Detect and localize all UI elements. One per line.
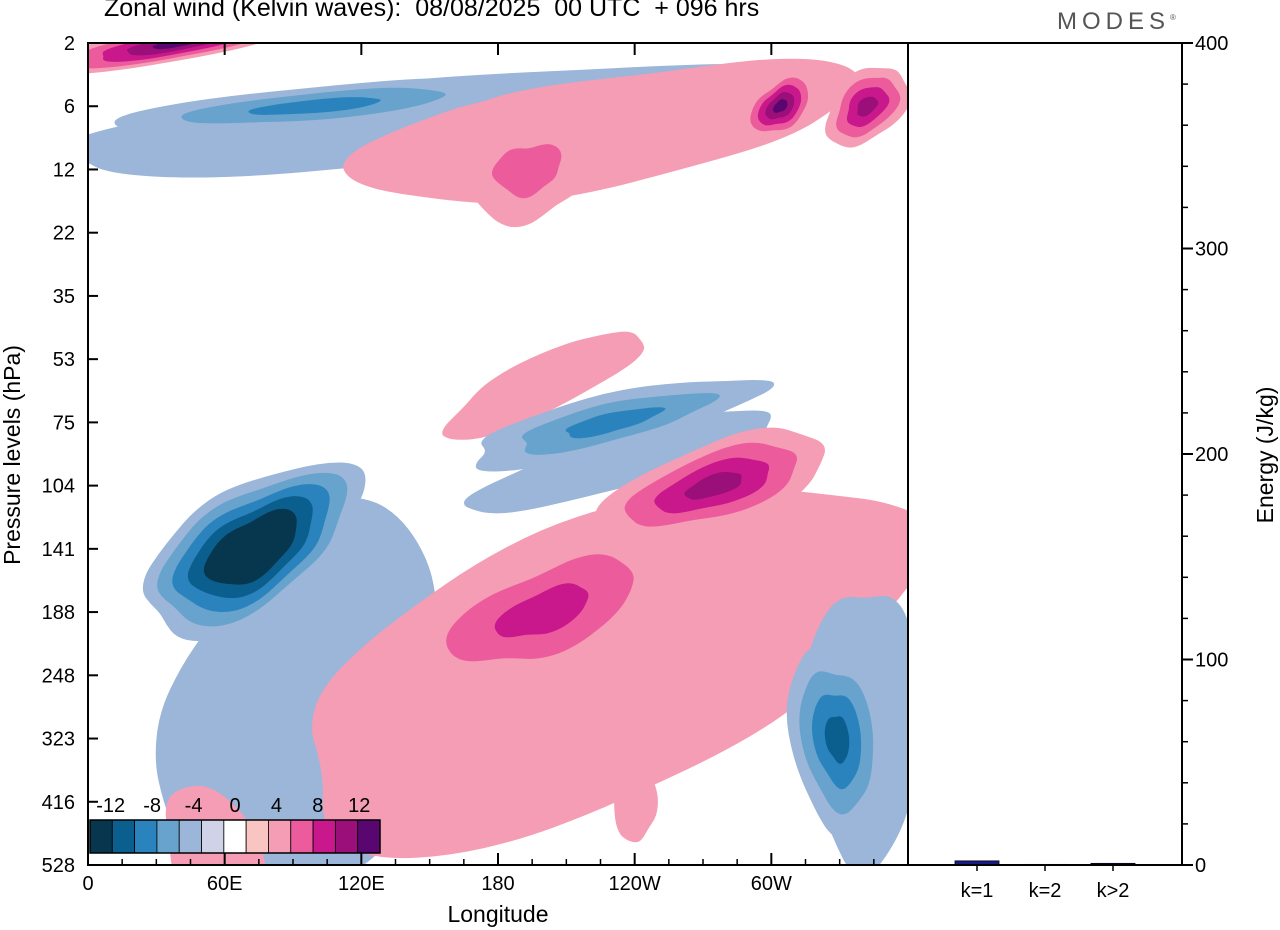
x-tick-label: 120W	[609, 873, 661, 895]
pressure-axis: 2 6 12 22 35 53 75 104 141 188 248 323 416 528	[42, 33, 98, 877]
energy-category-label: k=1	[961, 880, 994, 902]
colorbar-swatch	[357, 819, 381, 854]
y-tick-label: 141	[42, 539, 75, 561]
energy-tick-label: 300	[1195, 239, 1228, 261]
colorbar-swatch	[245, 819, 269, 854]
x-tick-label: 0	[82, 873, 93, 895]
contour-region	[565, 407, 666, 439]
colorbar-swatch	[134, 819, 158, 854]
energy-tick-label: 100	[1195, 650, 1228, 672]
contour-region	[614, 762, 658, 843]
contour-region	[442, 331, 645, 440]
colorbar	[89, 819, 381, 854]
y-tick-label: 35	[53, 286, 75, 308]
x-tick-label: 120E	[338, 873, 385, 895]
y-tick-label: 104	[42, 476, 75, 498]
x-axis-title: Longitude	[447, 901, 548, 927]
contour-region	[248, 97, 381, 115]
energy-category-label: k=2	[1029, 880, 1062, 902]
colorbar-swatch	[89, 819, 113, 854]
y-tick-label: 53	[53, 349, 75, 371]
contour-region	[312, 489, 908, 859]
colorbar-swatch	[312, 819, 336, 854]
y-tick-label: 323	[42, 729, 75, 751]
colorbar-swatch	[223, 819, 247, 854]
wind-contour-field	[88, 43, 908, 865]
contour-region	[463, 410, 771, 514]
modes-logo: MODES®	[1057, 8, 1176, 35]
contour-region	[857, 96, 879, 117]
colorbar-label: 4	[271, 795, 282, 817]
colorbar-labels: -12 -8 -4 0 4 8 12	[96, 795, 370, 817]
contour-region	[235, 535, 267, 561]
y-tick-label: 2	[64, 33, 75, 55]
colorbar-label: 0	[229, 795, 240, 817]
energy-axis: 0 100 200 300 400	[1182, 33, 1228, 877]
colorbar-swatch	[178, 819, 202, 854]
x-tick-label: 60E	[207, 873, 243, 895]
x-tick-label: 60W	[751, 873, 792, 895]
y-tick-label: 416	[42, 792, 75, 814]
colorbar-label: 12	[348, 795, 370, 817]
energy-axis-title: Energy (J/kg)	[1252, 387, 1278, 524]
y-tick-label: 248	[42, 665, 75, 687]
longitude-axis: 0 60E 120E 180 120W 60W	[82, 43, 875, 895]
colorbar-label: 8	[312, 795, 323, 817]
contour-region	[772, 99, 788, 113]
y-tick-label: 528	[42, 855, 75, 877]
colorbar-frame	[89, 819, 381, 854]
contour-region	[684, 471, 742, 500]
colorbar-swatch	[111, 819, 136, 854]
energy-tick-label: 0	[1195, 855, 1206, 877]
y-tick-label: 22	[53, 223, 75, 245]
contour-region	[126, 43, 212, 56]
colorbar-swatch	[334, 819, 359, 854]
chart-title: Zonal wind (Kelvin waves): 08/08/2025 00…	[104, 0, 760, 22]
energy-tick-label: 400	[1195, 33, 1228, 55]
colorbar-swatch	[156, 819, 180, 854]
contour-region	[491, 144, 562, 199]
colorbar-swatch	[290, 819, 314, 854]
energy-categories: k=1 k=2 k>2	[961, 865, 1130, 902]
contour-region	[494, 583, 589, 638]
y-axis-title: Pressure levels (hPa)	[0, 345, 25, 565]
colorbar-swatch	[268, 819, 292, 854]
colorbar-swatch	[201, 819, 225, 854]
colorbar-label: -12	[96, 795, 125, 817]
contour-region	[152, 43, 196, 50]
x-tick-label: 180	[481, 873, 514, 895]
colorbar-label: -8	[143, 795, 161, 817]
y-tick-label: 75	[53, 412, 75, 434]
y-tick-label: 12	[53, 159, 75, 181]
energy-category-label: k>2	[1097, 880, 1130, 902]
y-tick-label: 6	[64, 96, 75, 118]
contour-region	[824, 716, 850, 764]
energy-tick-label: 200	[1195, 444, 1228, 466]
y-tick-label: 188	[42, 602, 75, 624]
colorbar-label: -4	[185, 795, 203, 817]
